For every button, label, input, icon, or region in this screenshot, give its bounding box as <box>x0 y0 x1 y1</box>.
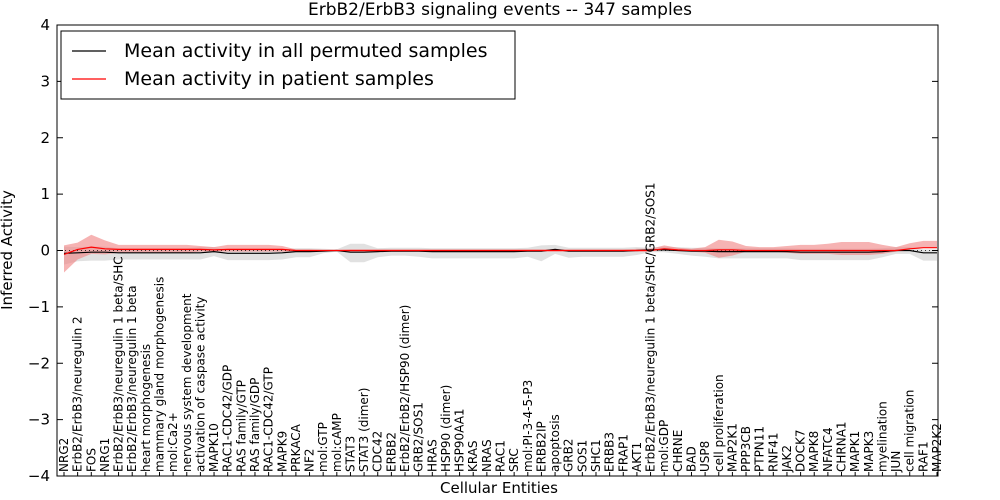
x-tick-label: ERBB3 <box>603 432 617 472</box>
x-tick-label: ErbB2/ErbB3/neuregulin 1 beta <box>125 285 139 472</box>
x-tick-label: mol:GTP <box>316 422 330 472</box>
y-axis: −4 −3 −2 −1 0 1 2 3 4 <box>28 16 938 485</box>
x-tick-label: KRAS <box>466 440 480 472</box>
series-line-permuted <box>63 248 937 254</box>
x-tick-label: JAK2 <box>780 445 794 473</box>
x-tick-label: CHRNA1 <box>835 421 849 472</box>
x-tick-label: GRB2 <box>562 438 576 472</box>
x-tick-label: PTPN11 <box>753 426 767 472</box>
x-tick-label: mol:cAMP <box>330 413 344 472</box>
x-tick-label: BAD <box>684 446 698 472</box>
x-tick-label: mammary gland morphogenesis <box>152 277 166 472</box>
x-tick-label: RAC1 <box>494 440 508 472</box>
x-tick-label: RNF41 <box>766 433 780 473</box>
x-tick-label: MAPK3 <box>862 431 876 472</box>
spread-band-patient <box>64 234 937 273</box>
x-tick-label: mol:Ca2+ <box>166 412 180 472</box>
x-tick-label: NFATC4 <box>821 427 835 472</box>
spread-bands <box>64 234 937 273</box>
x-tick-label: NF2 <box>303 448 317 472</box>
x-tick-label: myelination <box>875 401 889 472</box>
y-tick-label: 3 <box>40 72 50 90</box>
x-tick-label: HSP90AA1 <box>453 408 467 472</box>
x-axis: NRG2 ErbB2/ErbB3/neuregulin 2 FOS NRG1 ErbB2… <box>57 182 944 476</box>
x-tick-label: ERBB2IP <box>534 421 548 472</box>
x-tick-label: activation of caspase activity <box>193 297 207 472</box>
x-tick-label: NRG1 <box>98 438 112 472</box>
y-tick-label: 2 <box>40 129 50 147</box>
legend: Mean activity in all permuted samples Me… <box>60 30 516 100</box>
x-tick-label: CHRNE <box>671 430 685 472</box>
x-tick-label: RAS family/GTP <box>234 380 248 472</box>
y-tick-label: −3 <box>28 411 50 429</box>
x-tick-label: ErbB2/ErbB2/HSP90 (dimer) <box>398 305 412 472</box>
x-tick-label: MAP2K2 <box>930 423 944 472</box>
x-tick-label: heart morphogenesis <box>139 344 153 472</box>
x-tick-label: RAC1-CDC42/GTP <box>262 367 276 472</box>
chart-title: ErbB2/ErbB3 signaling events -- 347 samp… <box>308 0 692 20</box>
x-tick-label: PRKACA <box>289 423 303 472</box>
x-tick-label: SOS1 <box>575 440 589 472</box>
legend-label-patient: Mean activity in patient samples <box>124 68 434 90</box>
x-tick-label: CDC42 <box>371 431 385 472</box>
y-tick-label: 4 <box>40 16 50 34</box>
y-tick-label: −1 <box>28 298 50 316</box>
series-lines <box>57 246 938 255</box>
x-tick-label: SRC <box>507 448 521 472</box>
x-tick-label: RAF1 <box>916 441 930 472</box>
x-tick-label: MAPK1 <box>848 431 862 472</box>
x-tick-label: ErbB2/ErbB3/neuregulin 2 <box>71 316 85 472</box>
x-tick-label: NRAS <box>480 439 494 472</box>
y-axis-label: Inferred Activity <box>0 190 16 310</box>
x-tick-label: ErbB2/ErbB3/neuregulin 1 beta/SHC <box>112 256 126 472</box>
y-tick-label: 0 <box>40 242 50 260</box>
x-tick-label: SHC1 <box>589 439 603 472</box>
x-tick-label: cell migration <box>903 390 917 472</box>
x-tick-label: ERBB2 <box>384 432 398 472</box>
x-tick-label: apoptosis <box>548 414 562 472</box>
x-tick-label: RAC1-CDC42/GDP <box>221 365 235 472</box>
y-tick-label: 1 <box>40 185 50 203</box>
x-tick-label: NRG2 <box>57 438 71 472</box>
x-tick-label: mol:GDP <box>657 420 671 472</box>
x-tick-label: PPP3CB <box>739 426 753 472</box>
x-tick-label: STAT3 (dimer) <box>357 388 371 472</box>
x-tick-label: MAPK10 <box>207 423 221 472</box>
x-tick-label: ErbB2/ErbB3/neuregulin 1 beta/SHC/GRB2/S… <box>644 182 658 472</box>
y-tick-label: −2 <box>28 354 50 372</box>
x-tick-label: nervous system development <box>180 293 194 472</box>
x-tick-label: FOS <box>84 448 98 472</box>
x-tick-label: MAPK8 <box>807 431 821 472</box>
x-axis-label: Cellular Entities <box>440 479 558 497</box>
x-tick-label: AKT1 <box>630 442 644 472</box>
y-tick-label: −4 <box>28 467 50 485</box>
x-tick-label: USP8 <box>698 441 712 472</box>
legend-label-permuted: Mean activity in all permuted samples <box>124 40 487 62</box>
legend-box <box>60 30 516 100</box>
x-tick-label: GRB2/SOS1 <box>412 402 426 472</box>
x-tick-label: HSP90 (dimer) <box>439 385 453 472</box>
x-tick-label: RAS family/GDP <box>248 378 262 472</box>
x-tick-label: JUN <box>889 451 903 473</box>
x-tick-label: MAP2K1 <box>725 423 739 472</box>
x-tick-label: FRAP1 <box>616 434 630 472</box>
x-tick-label: STAT3 <box>343 436 357 472</box>
series-line-patient <box>63 246 937 255</box>
x-tick-label: mol:PI-3-4-5-P3 <box>521 380 535 472</box>
x-tick-label: DOCK7 <box>794 429 808 472</box>
x-tick-label: MAPK9 <box>275 431 289 472</box>
x-tick-label: HRAS <box>425 439 439 472</box>
x-tick-label: cell proliferation <box>712 374 726 472</box>
